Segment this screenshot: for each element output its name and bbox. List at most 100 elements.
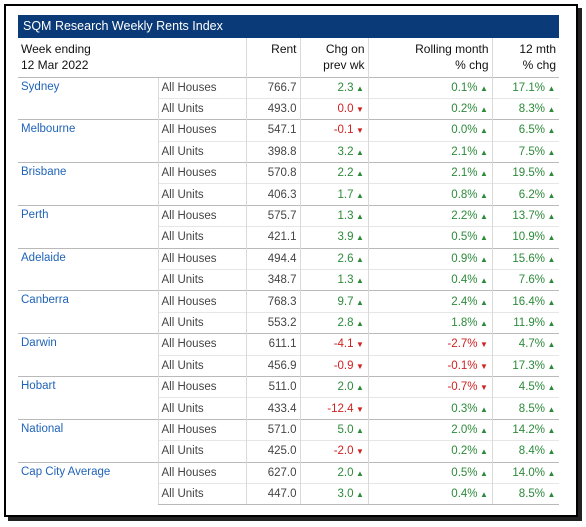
rolling-cell-value: 0.2% [451, 103, 478, 116]
chg-cell: 1.7 ▲ [299, 183, 369, 206]
city-link[interactable]: Adelaide [18, 247, 158, 291]
arrow-up-icon: ▲ [480, 126, 488, 136]
rolling-cell: 0.2% ▲ [367, 97, 493, 120]
rent-value-cell-value: 433.4 [267, 402, 297, 415]
dwelling-type: All Units [157, 354, 247, 377]
arrow-up-icon: ▲ [356, 233, 364, 243]
city-link[interactable]: Darwin [18, 333, 158, 377]
arrow-up-icon: ▲ [480, 318, 488, 328]
arrow-up-icon: ▲ [356, 425, 364, 435]
chg-header-line2: prev wk [323, 58, 365, 72]
rent-value-cell-value: 511.0 [268, 381, 297, 394]
rolling-header-line2: % chg [455, 58, 489, 72]
dwelling-type-value: All Houses [161, 167, 217, 180]
rolling-header-line1: Rolling month [415, 42, 489, 56]
m12-cell: 4.5% ▲ [491, 375, 560, 398]
m12-header-line2: % chg [522, 58, 557, 72]
arrow-up-icon: ▲ [356, 490, 364, 500]
rents-table: Week ending 12 Mar 2022 Rent Chg on prev… [18, 38, 560, 506]
arrow-up-icon: ▲ [547, 404, 556, 414]
dwelling-type: All Houses [157, 418, 247, 441]
rent-value-cell-value: 768.3 [267, 295, 297, 308]
chg-cell: 2.0 ▲ [299, 461, 369, 484]
table-row: All Units 456.9 -0.9 ▼ -0.1% ▼ 17.3% ▲ [18, 354, 560, 377]
arrow-down-icon: ▼ [480, 383, 488, 393]
dwelling-type: All Units [157, 97, 247, 120]
arrow-down-icon: ▼ [356, 447, 364, 457]
chg-header: Chg on prev wk [299, 38, 369, 77]
chg-cell: -12.4 ▼ [299, 397, 369, 420]
chg-cell-value: 5.0 [337, 423, 354, 436]
arrow-up-icon: ▲ [480, 190, 488, 200]
m12-cell-value: 17.1% [512, 81, 546, 94]
city-link[interactable]: Sydney [18, 76, 158, 120]
city-link[interactable]: Cap City Average [18, 461, 158, 505]
m12-cell: 10.9% ▲ [491, 226, 560, 249]
rolling-cell: 1.8% ▲ [367, 311, 493, 334]
rent-value-cell: 575.7 [245, 204, 301, 227]
table-row: Darwin All Houses 611.1 -4.1 ▼ -2.7% ▼ 4.7% ▲ [18, 333, 560, 377]
rolling-cell: 0.1% ▲ [367, 76, 493, 99]
rent-value-cell-value: 627.0 [267, 466, 297, 479]
arrow-up-icon: ▲ [547, 468, 556, 478]
arrow-down-icon: ▼ [480, 361, 488, 371]
table-row: All Units 398.8 3.2 ▲ 2.1% ▲ 7.5% ▲ [18, 140, 560, 163]
table-row: Brisbane All Houses 570.8 2.2 ▲ 2.1% ▲ 19.5% ▲ [18, 162, 560, 206]
chg-cell-value: 3.0 [337, 488, 354, 501]
city-link[interactable]: National [18, 418, 158, 463]
rent-value-cell-value: 571.0 [267, 423, 297, 436]
dwelling-type: All Houses [157, 461, 247, 484]
chg-cell: -0.9 ▼ [299, 354, 369, 377]
rolling-cell: 0.4% ▲ [367, 482, 493, 506]
rolling-cell-value: 0.5% [451, 231, 478, 244]
arrow-up-icon: ▲ [480, 276, 488, 286]
city-link[interactable]: Canberra [18, 290, 158, 334]
week-ending-label: Week ending [21, 42, 91, 56]
city-link[interactable]: Melbourne [18, 119, 158, 163]
arrow-down-icon: ▼ [480, 340, 488, 350]
chg-cell: 2.3 ▲ [299, 76, 369, 99]
rent-value-cell-value: 494.4 [267, 252, 297, 265]
dwelling-type: All Units [157, 440, 247, 463]
m12-cell-value: 7.6% [518, 274, 546, 287]
m12-header: 12 mth % chg [491, 38, 560, 77]
chg-cell: -4.1 ▼ [299, 333, 369, 356]
rolling-cell: 0.9% ▲ [367, 247, 493, 270]
arrow-up-icon: ▲ [547, 276, 556, 286]
m12-cell-value: 11.9% [513, 316, 546, 329]
rolling-cell: -0.7% ▼ [367, 375, 493, 398]
table-row: All Units 348.7 1.3 ▲ 0.4% ▲ 7.6% ▲ [18, 269, 560, 291]
dwelling-type: All Units [157, 397, 247, 420]
dwelling-type: All Houses [157, 290, 247, 313]
m12-cell-value: 13.7% [512, 210, 546, 223]
rent-value-cell: 766.7 [245, 76, 301, 99]
city-link[interactable]: Perth [18, 204, 158, 249]
dwelling-type-value: All Houses [161, 338, 217, 351]
rent-value-cell: 494.4 [245, 247, 301, 270]
m12-cell: 8.4% ▲ [491, 440, 560, 463]
m12-cell: 16.4% ▲ [491, 290, 560, 313]
chg-cell: -0.1 ▼ [299, 119, 369, 142]
city-link[interactable]: Brisbane [18, 162, 158, 206]
m12-cell: 7.6% ▲ [491, 269, 560, 291]
rent-value-cell-value: 766.7 [267, 81, 297, 94]
chg-cell-value: -0.9 [333, 359, 354, 372]
m12-cell: 7.5% ▲ [491, 140, 560, 163]
table-row: Melbourne All Houses 547.1 -0.1 ▼ 0.0% ▲ 6.5% ▲ [18, 119, 560, 163]
rent-value-cell: 627.0 [245, 461, 301, 484]
rent-value-cell-value: 406.3 [267, 188, 297, 201]
arrow-down-icon: ▼ [356, 126, 364, 136]
rolling-cell-value: 0.5% [451, 466, 478, 479]
rent-value-cell-value: 421.1 [267, 231, 297, 244]
chg-cell-value: 2.3 [337, 81, 354, 94]
rent-value-cell: 421.1 [245, 226, 301, 249]
rolling-cell-value: 2.1% [451, 167, 478, 180]
arrow-up-icon: ▲ [480, 169, 488, 179]
dwelling-type-value: All Units [161, 445, 204, 458]
dwelling-type-value: All Units [161, 402, 204, 415]
arrow-up-icon: ▲ [356, 297, 364, 307]
city-link[interactable]: Hobart [18, 375, 158, 420]
rent-value-cell: 406.3 [245, 183, 301, 206]
week-ending-header: Week ending 12 Mar 2022 [18, 38, 246, 77]
chg-cell-value: 3.2 [337, 145, 354, 158]
